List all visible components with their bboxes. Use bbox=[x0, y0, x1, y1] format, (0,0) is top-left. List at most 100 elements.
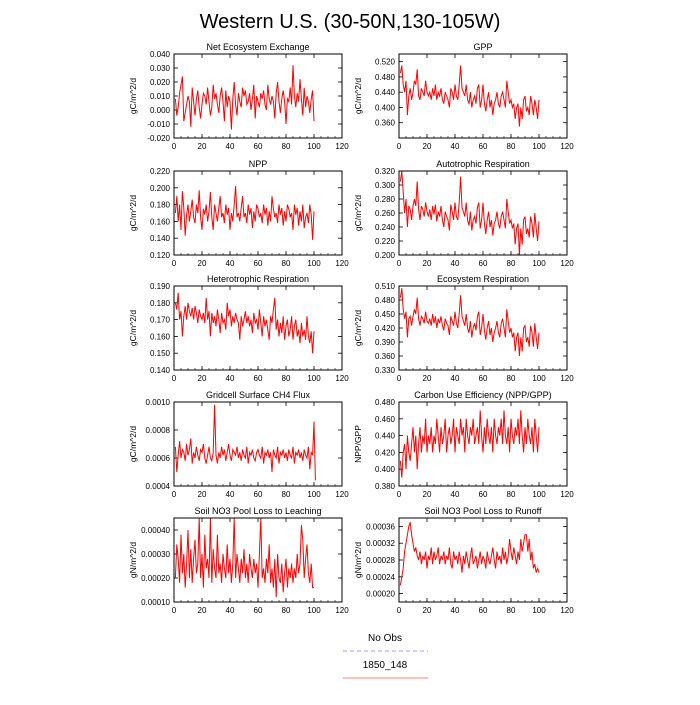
y-tick-label: 0.140 bbox=[150, 234, 171, 243]
x-tick-label: 40 bbox=[451, 606, 460, 615]
panel-6: Ecosystem Respiration gC/m^2/d 0 20 40 60 80 10… bbox=[353, 274, 574, 383]
y-axis-label: gC/m^2/d bbox=[353, 195, 363, 231]
panel-8: Carbon Use Efficiency (NPP/GPP) NPP/GPP 0 2… bbox=[353, 390, 574, 499]
x-tick-label: 40 bbox=[451, 374, 460, 383]
x-tick-label: 0 bbox=[397, 259, 402, 268]
x-tick-label: 60 bbox=[479, 142, 488, 151]
y-tick-label: 0.170 bbox=[150, 316, 171, 325]
x-tick-label: 20 bbox=[198, 490, 207, 499]
y-tick-label: 0.120 bbox=[150, 251, 171, 260]
y-tick-label: 0.00032 bbox=[366, 539, 395, 548]
x-tick-label: 120 bbox=[335, 142, 349, 151]
y-tick-label: 0.420 bbox=[375, 324, 396, 333]
x-tick-label: 0 bbox=[397, 142, 402, 151]
x-tick-label: 40 bbox=[451, 259, 460, 268]
panel-title: Ecosystem Respiration bbox=[437, 274, 529, 284]
series-line-1850-148 bbox=[399, 522, 540, 586]
y-tick-label: 0.460 bbox=[375, 415, 396, 424]
x-tick-label: 80 bbox=[282, 259, 291, 268]
y-tick-label: 0.220 bbox=[150, 167, 171, 176]
series-line-1850-148 bbox=[174, 404, 316, 481]
panel-5: Heterotrophic Respiration gC/m^2/d 0 20 40 60… bbox=[128, 274, 349, 383]
x-tick-label: 40 bbox=[226, 606, 235, 615]
x-tick-label: 80 bbox=[507, 606, 516, 615]
x-tick-label: 60 bbox=[254, 490, 263, 499]
y-tick-label: 0.190 bbox=[150, 282, 171, 291]
x-tick-label: 0 bbox=[397, 606, 402, 615]
legend-entry: No Obs bbox=[343, 633, 428, 652]
x-tick-label: 120 bbox=[335, 490, 349, 499]
x-tick-label: 100 bbox=[307, 490, 321, 499]
y-tick-label: -0.010 bbox=[147, 120, 170, 129]
y-tick-label: 0.330 bbox=[375, 366, 396, 375]
x-tick-label: 100 bbox=[307, 606, 321, 615]
y-tick-label: 0.0006 bbox=[146, 454, 171, 463]
x-tick-label: 0 bbox=[397, 374, 402, 383]
x-tick-label: 0 bbox=[172, 374, 177, 383]
y-axis-label: gC/m^2/d bbox=[353, 78, 363, 114]
y-tick-label: 0.040 bbox=[150, 50, 171, 59]
x-tick-label: 40 bbox=[451, 490, 460, 499]
x-tick-label: 100 bbox=[307, 374, 321, 383]
x-tick-label: 20 bbox=[423, 374, 432, 383]
y-tick-label: 0.220 bbox=[375, 237, 396, 246]
y-tick-label: 0.240 bbox=[375, 223, 396, 232]
x-tick-label: 80 bbox=[282, 606, 291, 615]
plot-frame bbox=[398, 401, 568, 487]
y-tick-label: 0.140 bbox=[150, 366, 171, 375]
x-tick-label: 0 bbox=[172, 142, 177, 151]
x-tick-label: 100 bbox=[532, 490, 546, 499]
y-tick-label: 0.00040 bbox=[141, 526, 170, 535]
y-tick-label: 0.010 bbox=[150, 92, 171, 101]
x-tick-label: 120 bbox=[560, 259, 574, 268]
x-tick-label: 60 bbox=[479, 259, 488, 268]
x-tick-label: 60 bbox=[479, 490, 488, 499]
series-line-1850-148 bbox=[399, 288, 540, 357]
y-tick-label: 0.000 bbox=[150, 106, 171, 115]
x-tick-label: 120 bbox=[335, 374, 349, 383]
x-tick-label: 0 bbox=[172, 490, 177, 499]
x-tick-label: 40 bbox=[226, 142, 235, 151]
plot-frame bbox=[173, 517, 343, 603]
x-tick-label: 40 bbox=[226, 259, 235, 268]
y-tick-label: 0.030 bbox=[150, 64, 171, 73]
plot-frame bbox=[398, 170, 568, 256]
y-tick-label: 0.360 bbox=[375, 119, 396, 128]
y-tick-label: 0.0010 bbox=[146, 398, 171, 407]
legend-entry: 1850_148 bbox=[343, 660, 428, 679]
x-tick-label: 0 bbox=[397, 490, 402, 499]
x-tick-label: 120 bbox=[335, 606, 349, 615]
series-line-1850-148 bbox=[399, 410, 540, 478]
x-tick-label: 120 bbox=[335, 259, 349, 268]
y-tick-label: 0.180 bbox=[150, 299, 171, 308]
y-tick-label: 0.180 bbox=[150, 201, 171, 210]
x-tick-label: 60 bbox=[254, 142, 263, 151]
y-tick-label: 0.400 bbox=[375, 103, 396, 112]
y-tick-label: 0.360 bbox=[375, 352, 396, 361]
y-tick-label: 0.150 bbox=[150, 349, 171, 358]
y-tick-label: 0.390 bbox=[375, 338, 396, 347]
legend-label: 1850_148 bbox=[363, 660, 408, 671]
x-tick-label: 80 bbox=[282, 142, 291, 151]
y-tick-label: 0.00028 bbox=[366, 556, 395, 565]
x-tick-label: 0 bbox=[172, 259, 177, 268]
panel-3: NPP gC/m^2/d 0 20 40 60 80 100 120 0.120 0.140 0.16… bbox=[128, 159, 349, 268]
x-tick-label: 100 bbox=[532, 259, 546, 268]
panel-title: GPP bbox=[473, 42, 492, 52]
y-tick-label: 0.300 bbox=[375, 181, 396, 190]
y-tick-label: 0.0004 bbox=[146, 482, 171, 491]
x-tick-label: 20 bbox=[423, 142, 432, 151]
y-tick-label: -0.020 bbox=[147, 134, 170, 143]
panel-9: Soil NO3 Pool Loss to Leaching gN/m^2/d 0 2… bbox=[128, 506, 349, 615]
plot-frame bbox=[173, 401, 343, 487]
panel-title: Autotrophic Respiration bbox=[436, 159, 530, 169]
series-line-1850-148 bbox=[399, 170, 540, 256]
y-tick-label: 0.520 bbox=[375, 58, 396, 67]
y-axis-label: gN/m^2/d bbox=[353, 542, 363, 578]
y-tick-label: 0.480 bbox=[375, 73, 396, 82]
x-tick-label: 100 bbox=[307, 259, 321, 268]
legend-label: No Obs bbox=[368, 633, 402, 644]
x-tick-label: 60 bbox=[254, 606, 263, 615]
